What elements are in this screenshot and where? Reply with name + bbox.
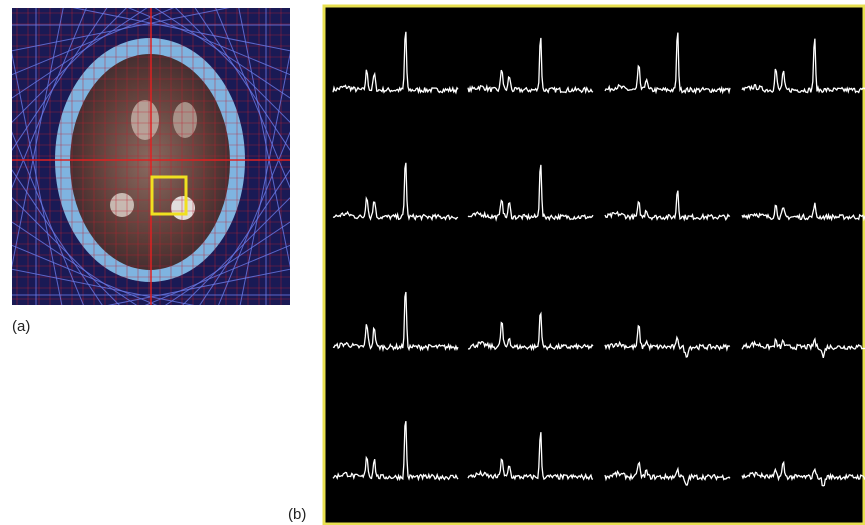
figure: (a) (b) [0, 0, 865, 525]
figure-art [0, 0, 865, 525]
spectra-panel [324, 6, 864, 524]
lesion [171, 196, 195, 220]
ventricle [110, 193, 134, 217]
ventricle [173, 102, 197, 138]
panel-label: (a) [12, 318, 30, 335]
panel-label: (b) [288, 506, 306, 523]
